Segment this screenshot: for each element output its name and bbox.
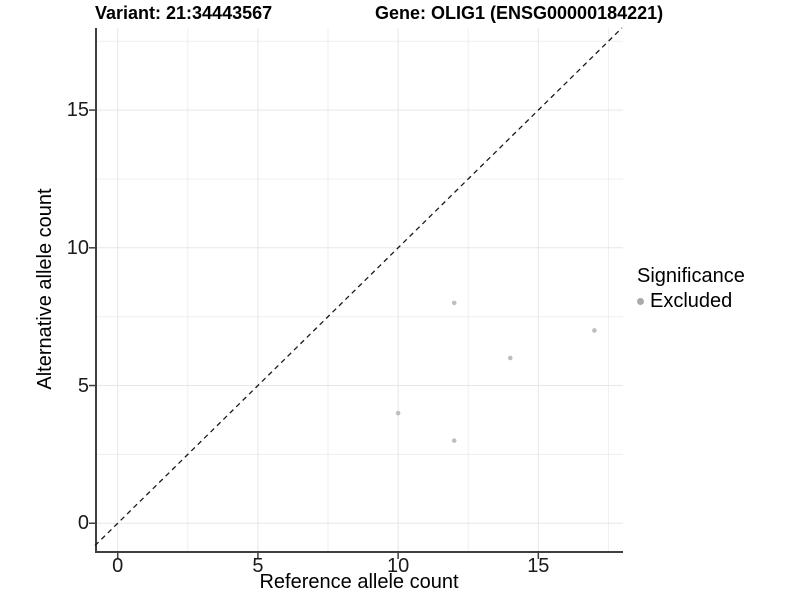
data-point	[592, 328, 597, 333]
x-tick-label: 10	[386, 555, 410, 577]
plot-panel	[89, 27, 623, 559]
x-tick-label: 5	[252, 555, 264, 577]
plot-canvas	[89, 27, 623, 559]
y-tick-label: 5	[77, 374, 89, 397]
identity-dashed-line	[94, 27, 623, 547]
legend-title: Significance	[637, 265, 745, 287]
legend-item-label: Excluded	[650, 290, 733, 312]
y-tick-label: 0	[77, 512, 89, 535]
data-point	[395, 410, 401, 416]
excluded-point-icon	[637, 298, 644, 305]
legend: Significance Excluded	[637, 265, 745, 313]
x-tick-label: 0	[112, 555, 124, 577]
data-point	[507, 355, 513, 361]
legend-item-excluded: Excluded	[637, 290, 745, 313]
variant-title: Variant: 21:34443567	[95, 3, 273, 23]
x-axis-title: Reference allele count	[259, 571, 459, 593]
x-tick-label: 15	[527, 555, 550, 577]
gene-title: Gene: OLIG1 (ENSG00000184221)	[375, 3, 664, 23]
data-point	[451, 438, 457, 443]
y-tick-label: 10	[66, 236, 89, 259]
data-point	[451, 300, 457, 306]
y-tick-label: 15	[66, 99, 89, 122]
